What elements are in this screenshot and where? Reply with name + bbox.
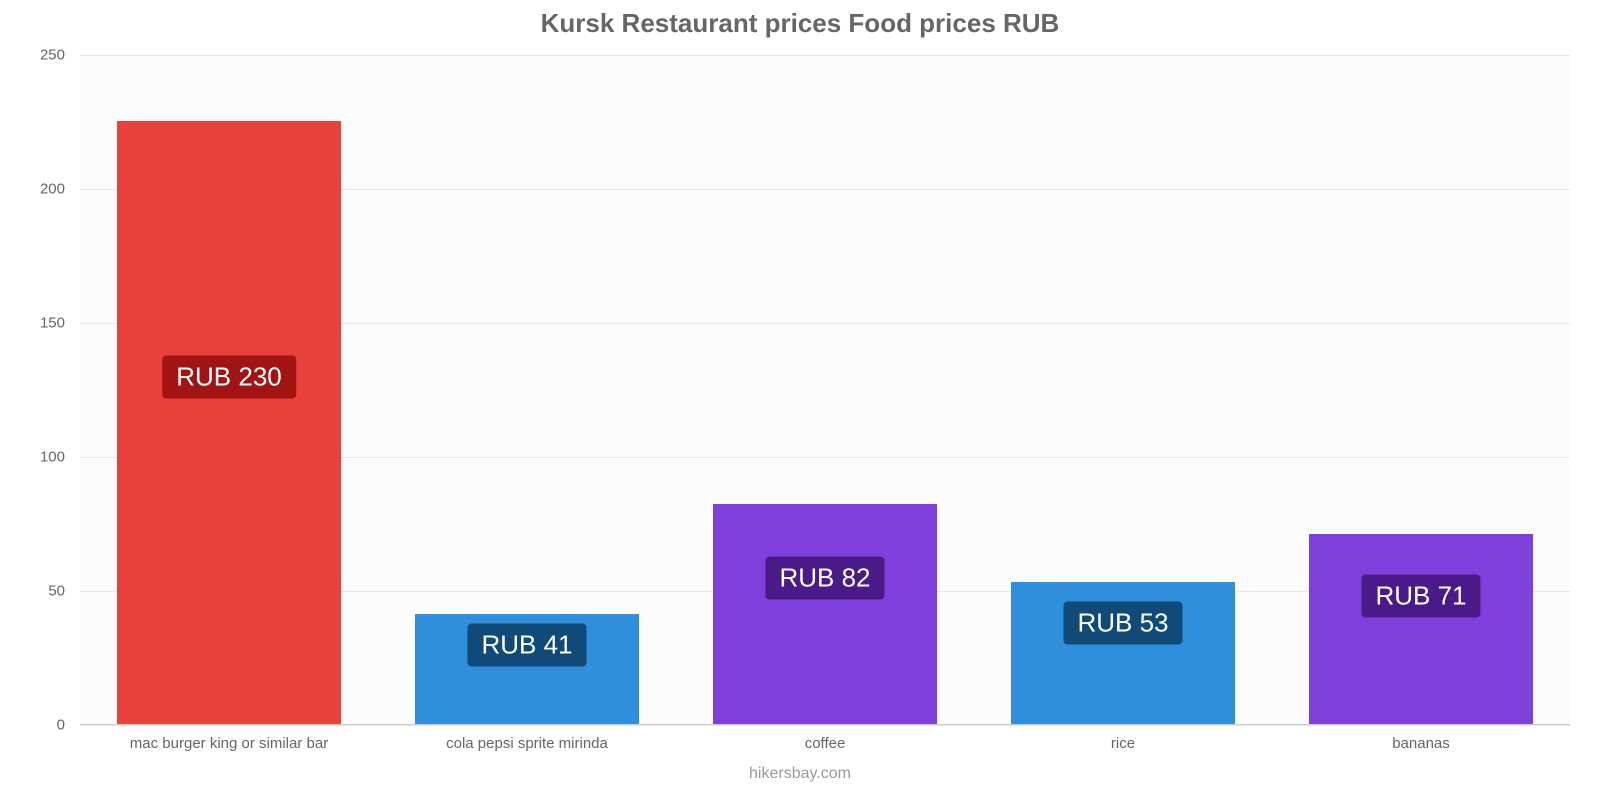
- bar: [117, 121, 341, 724]
- value-badge: RUB 82: [763, 554, 886, 601]
- y-tick-label: 50: [0, 583, 65, 600]
- chart-caption: hikersbay.com: [0, 765, 1600, 783]
- bar: [1309, 534, 1533, 724]
- chart-title: Kursk Restaurant prices Food prices RUB: [0, 8, 1600, 39]
- y-tick-label: 250: [0, 47, 65, 64]
- price-chart: Kursk Restaurant prices Food prices RUB …: [0, 0, 1600, 800]
- value-badge: RUB 71: [1359, 573, 1482, 620]
- value-badge: RUB 230: [160, 353, 298, 400]
- value-badge: RUB 41: [465, 621, 588, 668]
- x-tick-label: bananas: [1272, 735, 1570, 752]
- bar: [713, 504, 937, 724]
- plot-area: RUB 230 RUB 41 RUB 82 RUB 53 RUB 71: [80, 55, 1570, 725]
- x-tick-label: coffee: [676, 735, 974, 752]
- gridline: [80, 55, 1570, 56]
- y-tick-label: 100: [0, 449, 65, 466]
- y-tick-label: 150: [0, 315, 65, 332]
- y-tick-label: 0: [0, 717, 65, 734]
- x-tick-label: mac burger king or similar bar: [80, 735, 378, 752]
- y-tick-label: 200: [0, 181, 65, 198]
- value-badge: RUB 53: [1061, 600, 1184, 647]
- x-tick-label: rice: [974, 735, 1272, 752]
- gridline: [80, 725, 1570, 726]
- x-tick-label: cola pepsi sprite mirinda: [378, 735, 676, 752]
